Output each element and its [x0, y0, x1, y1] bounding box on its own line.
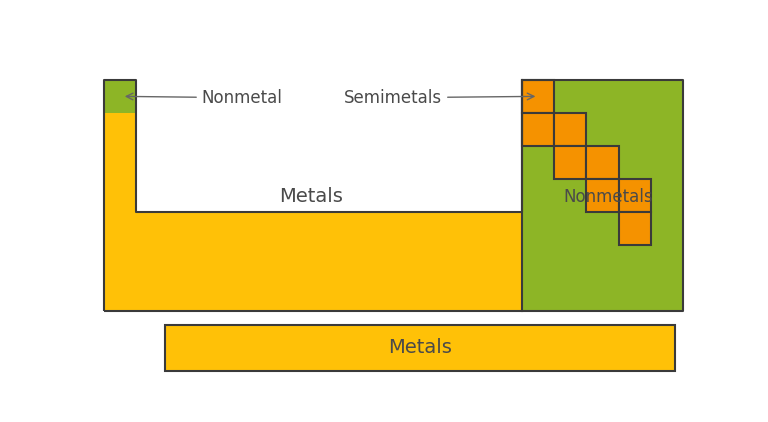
Text: Semimetals: Semimetals [344, 89, 534, 107]
Bar [522, 113, 554, 146]
Bar [650, 80, 683, 113]
Bar [554, 146, 587, 179]
Bar [587, 146, 619, 179]
Text: Metals: Metals [388, 338, 452, 357]
Text: Nonmetal: Nonmetal [126, 89, 283, 107]
Text: Metals: Metals [279, 187, 343, 206]
Bar [165, 325, 674, 371]
Bar [522, 80, 554, 113]
Text: Nonmetals: Nonmetals [564, 188, 654, 206]
Bar [522, 80, 683, 311]
Bar [619, 212, 650, 245]
Bar [587, 179, 619, 212]
Bar [619, 179, 650, 212]
Bar [104, 80, 683, 311]
Bar [554, 113, 587, 146]
Bar [137, 80, 522, 212]
Bar [104, 80, 137, 113]
